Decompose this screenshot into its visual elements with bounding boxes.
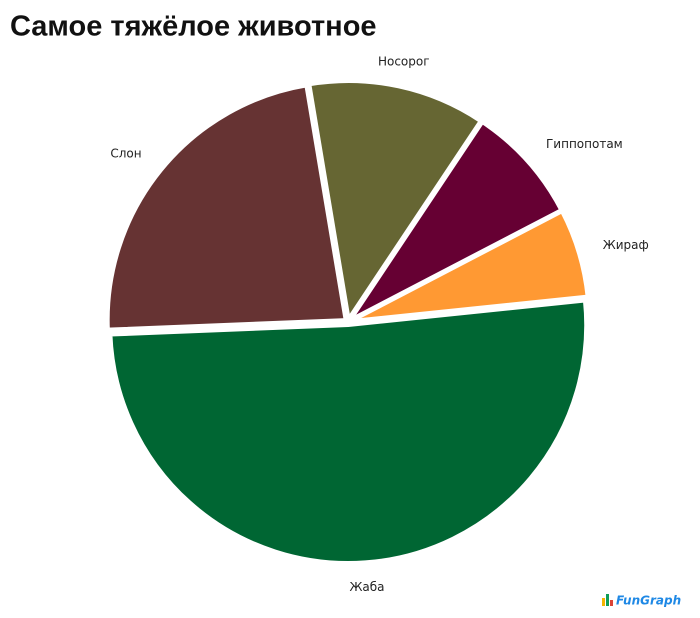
chart-title: Самое тяжёлое животное: [10, 11, 377, 43]
pie-slice: [348, 119, 565, 322]
logo-bar: [606, 594, 609, 606]
slice-label: Гиппопотам: [546, 137, 623, 151]
pie-slice: [307, 79, 484, 325]
logo-bar: [610, 600, 613, 606]
logo-bar: [602, 598, 605, 606]
pie-slice: [105, 83, 349, 332]
pie-slice: [349, 208, 590, 324]
watermark: FunGraph: [616, 594, 681, 608]
logo: FunGraph: [602, 594, 681, 608]
pie-slice: [108, 298, 589, 565]
slice-label: Жаба: [349, 580, 384, 594]
slice-label: Слон: [110, 147, 141, 161]
slice-label: Носорог: [378, 54, 430, 68]
slice-label: Жираф: [603, 238, 649, 252]
